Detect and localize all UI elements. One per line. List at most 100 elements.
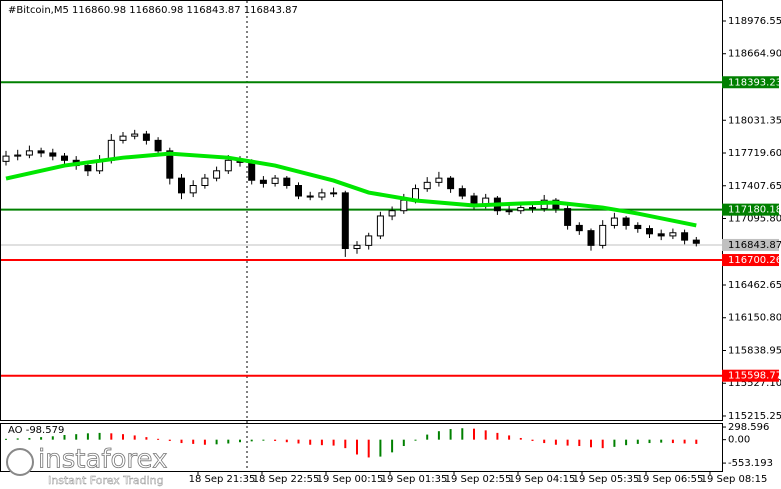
osc-bar	[414, 439, 417, 441]
x-tick-label: 19 Sep 06:55	[637, 474, 704, 485]
candle-body	[154, 139, 162, 152]
level-label-box	[722, 369, 779, 382]
candle-body	[376, 215, 384, 237]
logo-icon	[6, 448, 34, 476]
osc-bar	[122, 434, 124, 440]
osc-bar	[239, 439, 241, 443]
y-tick-label: 116150.80	[728, 313, 781, 324]
candle-body	[341, 192, 349, 250]
osc-bar	[16, 438, 19, 440]
level-label: 116700.26	[728, 255, 781, 266]
x-tick-label: 19 Sep 01:35	[381, 474, 448, 485]
osc-bar	[5, 438, 7, 440]
current-price-label: 116843.87	[728, 240, 781, 251]
candle-body	[505, 210, 513, 213]
x-tick-label: 19 Sep 08:15	[701, 474, 768, 485]
x-tick-label: 18 Sep 22:55	[253, 474, 320, 485]
candle-body	[2, 155, 10, 162]
osc-bar	[75, 434, 78, 440]
osc-bar	[145, 437, 148, 440]
level-label: 115598.77	[728, 371, 781, 382]
osc-bar	[98, 432, 101, 440]
chart-header: #Bitcoin,M5 116860.98 116860.98 116843.8…	[8, 5, 298, 16]
osc-bar	[519, 437, 522, 440]
osc-bar	[648, 439, 651, 444]
osc-bar	[227, 439, 230, 444]
osc-bar	[660, 439, 663, 443]
osc-bar	[356, 439, 358, 455]
level-label-box	[722, 76, 779, 89]
y-tick-label: 118976.55	[728, 16, 781, 27]
candle-body	[435, 177, 443, 183]
osc-bar	[157, 438, 160, 440]
osc-bar	[391, 439, 394, 453]
y-tick-label: 115838.95	[728, 345, 781, 356]
osc-bar	[402, 439, 405, 447]
candle-body	[646, 228, 653, 235]
osc-bar	[508, 435, 511, 440]
candle-body	[423, 181, 431, 190]
osc-bar	[28, 437, 31, 440]
candle-body	[353, 244, 361, 250]
osc-bar	[484, 430, 487, 440]
level-label-box	[722, 203, 779, 216]
candle-body	[166, 150, 174, 179]
candle-body	[178, 177, 185, 194]
candle-body	[49, 152, 57, 157]
candle-body	[318, 192, 326, 198]
osc-bar	[531, 439, 534, 441]
candle-body	[295, 185, 302, 197]
candle-body	[224, 159, 232, 172]
candle-body	[37, 150, 45, 154]
logo: instaforex Instant Forex Trading	[6, 444, 168, 487]
candle-body	[564, 208, 572, 226]
osc-bar	[601, 439, 604, 449]
candle-body	[84, 165, 92, 172]
osc-tick-label: -553.193	[728, 458, 773, 469]
x-tick-label: 19 Sep 02:55	[445, 474, 512, 485]
osc-bar	[262, 439, 265, 441]
osc-bar	[613, 439, 616, 447]
candle-body	[306, 195, 314, 198]
osc-bar	[683, 439, 686, 444]
osc-bar	[461, 428, 464, 440]
y-tick-label: 115215.25	[728, 411, 781, 422]
candle-body	[692, 239, 700, 244]
osc-bar	[625, 439, 628, 446]
x-tick-label: 18 Sep 21:35	[189, 474, 256, 485]
osc-bar	[203, 439, 206, 445]
osc-bar	[590, 439, 592, 448]
osc-bar	[379, 439, 382, 457]
y-tick-label: 118031.35	[728, 115, 781, 126]
candle-body	[599, 224, 607, 246]
logo-name: instaforex	[38, 445, 167, 475]
osc-bar	[309, 439, 312, 445]
osc-bar	[636, 439, 639, 444]
candle-body	[681, 232, 689, 241]
osc-bar	[133, 435, 136, 440]
current-price-box	[722, 238, 779, 251]
x-tick-label: 19 Sep 00:15	[317, 474, 384, 485]
candle-body	[400, 199, 408, 212]
osc-bar	[274, 439, 277, 441]
candle-body	[330, 192, 338, 195]
osc-bar	[496, 432, 499, 440]
osc-bar	[215, 439, 218, 445]
osc-bar	[473, 428, 475, 440]
osc-bar	[449, 429, 452, 440]
candle-body	[657, 233, 665, 237]
osc-bar	[695, 439, 698, 444]
candle-body	[189, 185, 197, 194]
osc-bar	[554, 439, 557, 445]
osc-bar	[566, 439, 569, 446]
candle-body	[610, 217, 618, 226]
candle-body	[622, 217, 630, 226]
osc-bar	[578, 439, 581, 447]
candle-body	[131, 133, 139, 137]
x-tick-label: 19 Sep 05:35	[573, 474, 640, 485]
osc-bar	[543, 439, 546, 444]
osc-bar	[320, 439, 323, 446]
y-tick-label: 117095.80	[728, 214, 781, 225]
x-tick-label: 19 Sep 04:15	[509, 474, 576, 485]
osc-bar	[297, 439, 300, 444]
